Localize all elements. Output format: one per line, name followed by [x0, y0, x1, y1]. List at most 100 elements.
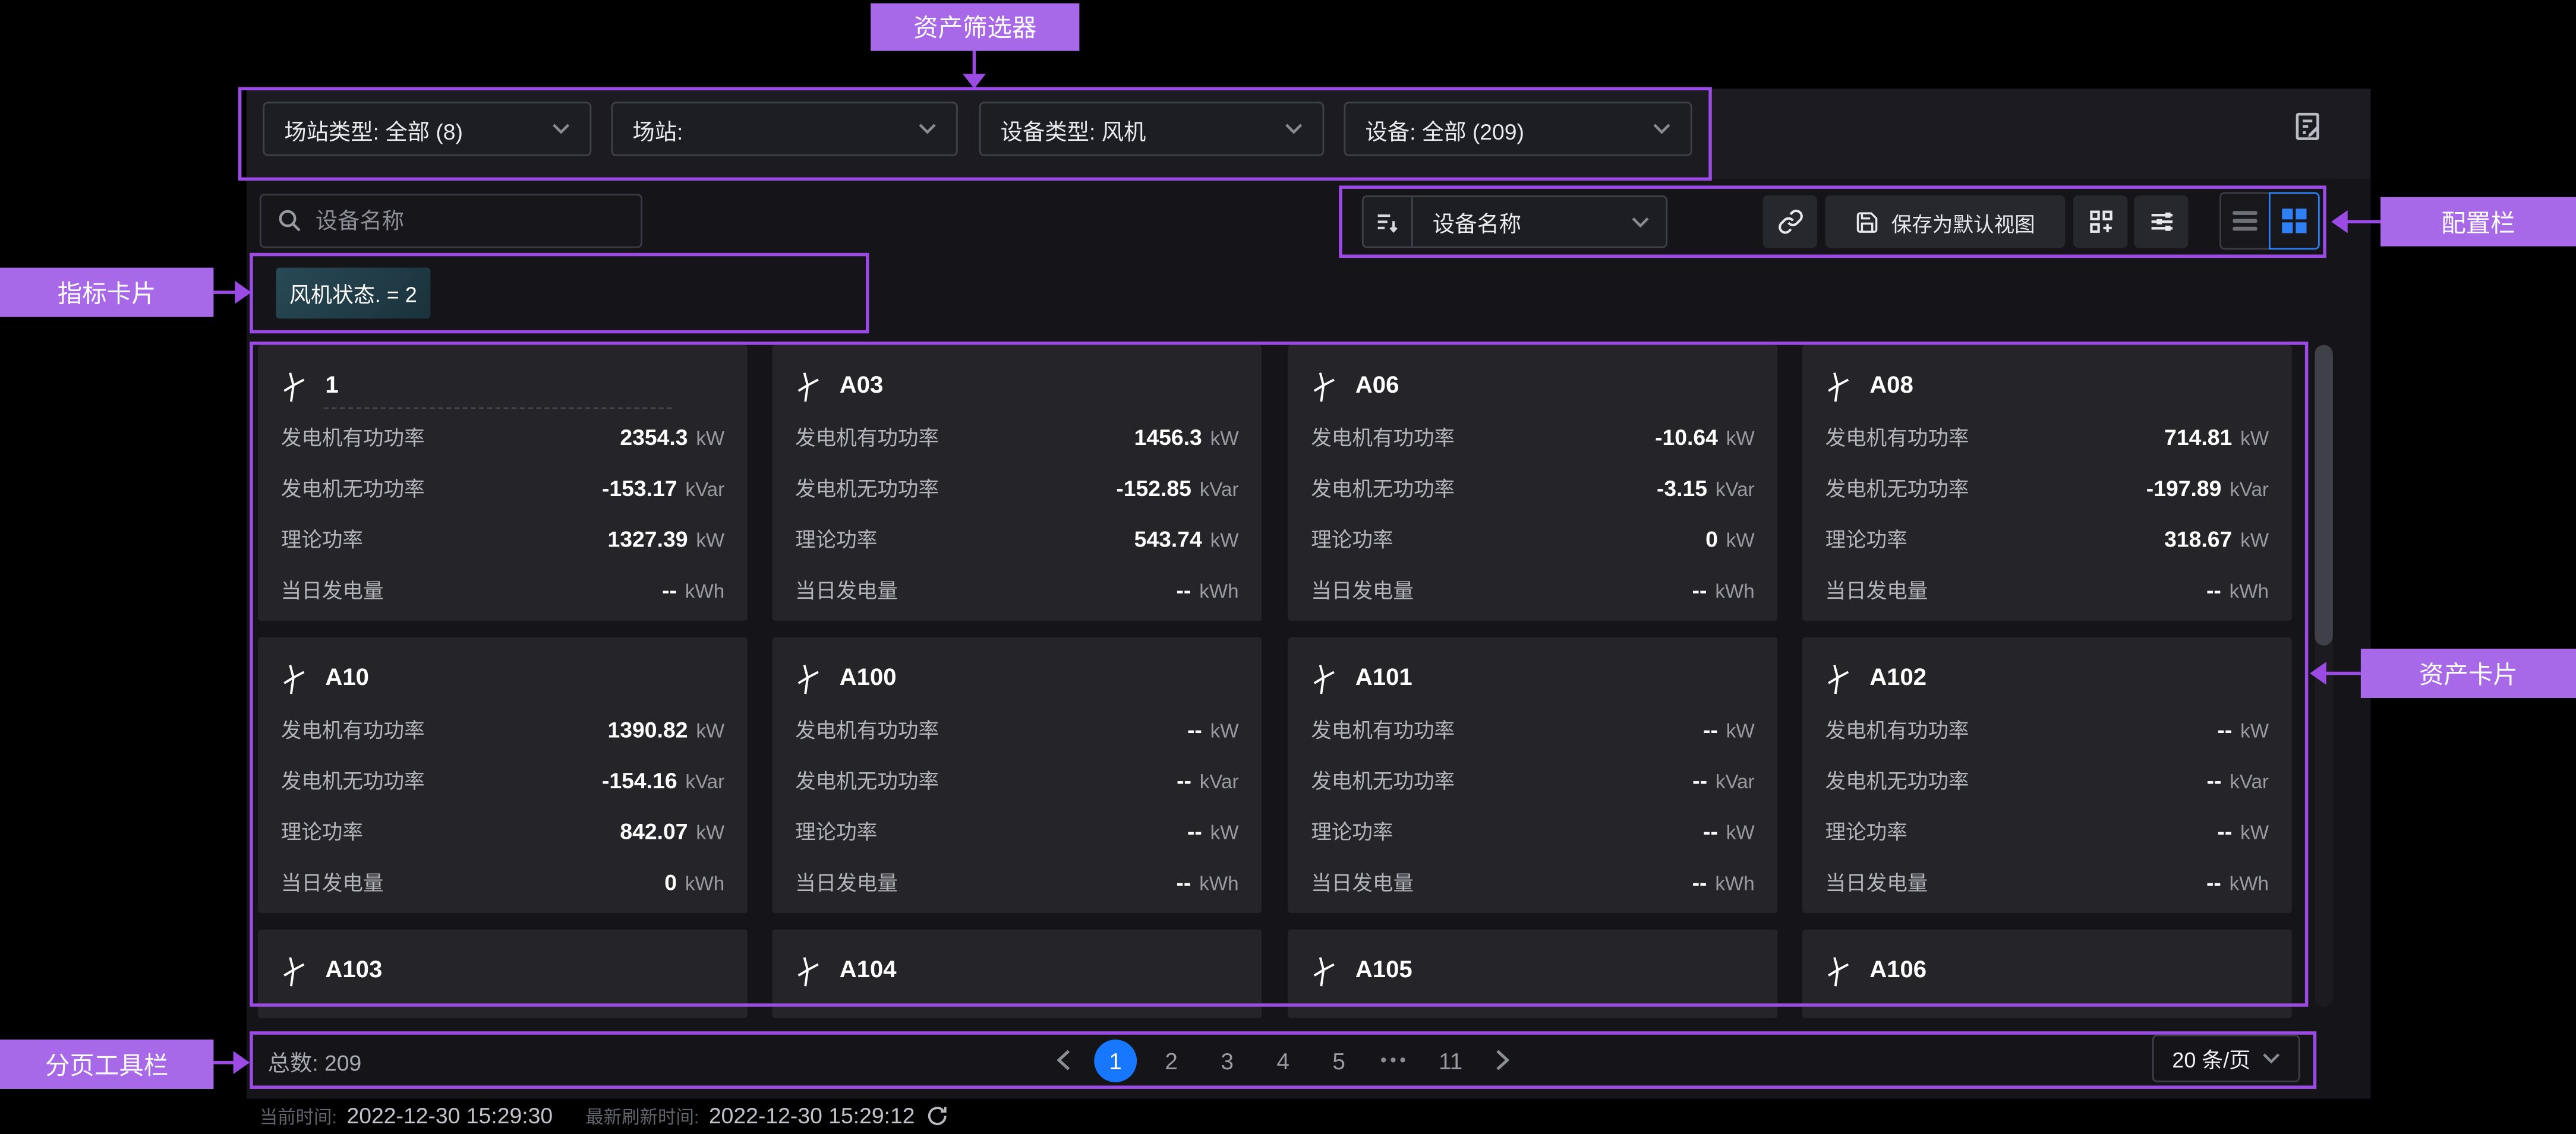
refresh-button[interactable]	[926, 1105, 948, 1127]
page-ellipsis[interactable]: •••	[1380, 1050, 1410, 1070]
chevron-down-icon	[1653, 124, 1670, 134]
wind-turbine-icon	[283, 664, 305, 693]
metric-label: 发电机无功功率	[1825, 478, 1969, 501]
metric-unit: kWh	[2229, 579, 2269, 603]
display-settings-button[interactable]	[2134, 195, 2189, 248]
device-select[interactable]: 设备: 全部 (209)	[1344, 102, 1692, 156]
metric-label: 当日发电量	[1825, 872, 1928, 895]
search-input[interactable]	[315, 209, 625, 233]
wind-turbine-icon	[797, 664, 819, 693]
asset-card-title: A06	[1355, 372, 1399, 399]
status-bar: 当前时间: 2022-12-30 15:29:30 最新刷新时间: 2022-1…	[260, 1099, 948, 1133]
copy-link-button[interactable]	[1762, 195, 1817, 248]
metric-label: 理论功率	[1825, 529, 1907, 552]
page-size-select[interactable]: 20 条/页	[2152, 1034, 2300, 1082]
title-underline	[323, 407, 672, 409]
metric-unit: kVar	[1715, 770, 1755, 794]
sort-field-select[interactable]: 设备名称	[1361, 195, 1668, 248]
edit-document-button[interactable]	[2288, 107, 2328, 146]
annotation-arrow-line	[213, 1060, 237, 1064]
metric-value: --	[1692, 870, 1707, 895]
next-page-button[interactable]	[1495, 1050, 1510, 1071]
sort-field-value: 设备名称	[1432, 211, 1522, 237]
sort-icon	[1377, 213, 1398, 232]
page-button-4[interactable]: 4	[1276, 1047, 1289, 1073]
metric-label: 发电机无功功率	[1825, 770, 1969, 794]
metric-value: -197.89	[2146, 476, 2222, 501]
metric-unit: kVar	[2230, 770, 2269, 794]
station-type-select[interactable]: 场站类型: 全部 (8)	[263, 102, 592, 156]
list-view-toggle[interactable]	[2219, 192, 2271, 250]
save-default-view-button[interactable]: 保存为默认视图	[1825, 195, 2066, 248]
metric-value: -152.85	[1116, 476, 1191, 501]
grid-scrollbar-thumb[interactable]	[2315, 345, 2333, 646]
list-view-icon	[2233, 211, 2257, 231]
wind-turbine-icon	[283, 956, 305, 986]
station-select-value: 场站:	[632, 119, 683, 144]
metric-value: -153.17	[601, 476, 677, 501]
wind-turbine-icon	[1313, 371, 1335, 401]
asset-card-A103[interactable]: A103	[258, 929, 748, 1019]
metric-label: 发电机有功功率	[795, 719, 939, 743]
asset-card-A104[interactable]: A104	[772, 929, 1262, 1019]
asset-card-A06[interactable]: A06 发电机有功功率 -10.64 kW 发电机无功功率 -3.15 kVar 理论功…	[1288, 345, 1778, 621]
asset-card-A100[interactable]: A100 发电机有功功率 -- kW 发电机无功功率 -- kVar 理论功率 -- kW …	[772, 637, 1262, 914]
metric-value: --	[1703, 718, 1718, 743]
chevron-down-icon	[919, 124, 936, 134]
annotation-arrow-line	[2345, 220, 2381, 223]
metric-label: 理论功率	[1311, 821, 1393, 845]
device-type-select[interactable]: 设备类型: 风机	[979, 102, 1325, 156]
asset-card-A10[interactable]: A10 发电机有功功率 1390.82 kW 发电机无功功率 -154.16 kVar …	[258, 637, 748, 914]
asset-card-A106[interactable]: A106	[1802, 929, 2292, 1019]
asset-card-title: A102	[1869, 665, 1927, 691]
grid-view-icon	[2282, 209, 2307, 233]
station-select[interactable]: 场站:	[611, 102, 958, 156]
add-widget-button[interactable]	[2073, 195, 2128, 248]
metric-label: 发电机有功功率	[1311, 719, 1455, 743]
asset-card-1[interactable]: 1 发电机有功功率 2354.3 kW 发电机无功功率 -153.17 kVar 理论功…	[258, 345, 748, 621]
chevron-down-icon	[1632, 216, 1649, 227]
asset-card-A102[interactable]: A102 发电机有功功率 -- kW 发电机无功功率 -- kVar 理论功率 -- kW …	[1802, 637, 2292, 914]
metric-unit: kW	[1726, 719, 1755, 743]
metric-label: 发电机无功功率	[1311, 478, 1455, 501]
asset-card-A03[interactable]: A03 发电机有功功率 1456.3 kW 发电机无功功率 -152.85 kVar 理…	[772, 345, 1262, 621]
annotation-arrowhead	[235, 280, 251, 304]
metric-unit: kVar	[1715, 478, 1755, 501]
indicator-chip-label: 风机状态. = 2	[289, 282, 417, 307]
metric-unit: kWh	[1199, 872, 1239, 895]
metric-unit: kW	[696, 719, 725, 743]
asset-card-A105[interactable]: A105	[1288, 929, 1778, 1019]
metric-unit: kW	[1210, 821, 1239, 845]
prev-page-button[interactable]	[1057, 1050, 1071, 1071]
page-button-5[interactable]: 5	[1332, 1047, 1345, 1073]
metric-unit: kVar	[685, 770, 725, 794]
metric-unit: kW	[1726, 529, 1755, 552]
asset-card-A08[interactable]: A08 发电机有功功率 714.81 kW 发电机无功功率 -197.89 kVar 理…	[1802, 345, 2292, 621]
wind-turbine-icon	[1828, 956, 1849, 986]
page-button-2[interactable]: 2	[1165, 1047, 1178, 1073]
asset-card-A101[interactable]: A101 发电机有功功率 -- kW 发电机无功功率 -- kVar 理论功率 -- kW …	[1288, 637, 1778, 914]
metric-unit: kW	[2240, 427, 2269, 450]
grid-view-toggle[interactable]	[2269, 192, 2320, 250]
metric-label: 当日发电量	[795, 872, 898, 895]
indicator-chip-turbine-status[interactable]: 风机状态. = 2	[276, 267, 431, 319]
metric-value: 714.81	[2164, 425, 2233, 450]
page-button-3[interactable]: 3	[1221, 1047, 1234, 1073]
metric-value: --	[1187, 819, 1202, 845]
metric-label: 发电机无功功率	[280, 478, 425, 501]
device-type-select-value: 设备类型: 风机	[1000, 119, 1146, 144]
metric-value: --	[1692, 578, 1707, 603]
metric-unit: kVar	[1199, 770, 1239, 794]
annotation-pagination-toolbar: 分页工具栏	[0, 1040, 214, 1089]
page-button-1[interactable]: 1	[1094, 1038, 1137, 1082]
metric-value: 1456.3	[1134, 425, 1202, 450]
metric-value: -10.64	[1655, 425, 1718, 450]
page-button-11[interactable]: 11	[1439, 1047, 1463, 1073]
metric-label: 发电机有功功率	[1825, 427, 1969, 450]
chevron-down-icon	[553, 124, 570, 134]
annotation-arrow-line	[972, 50, 976, 76]
asset-card-title: A105	[1355, 957, 1412, 984]
device-search-field[interactable]	[259, 194, 642, 248]
asset-card-title: A03	[839, 372, 884, 399]
